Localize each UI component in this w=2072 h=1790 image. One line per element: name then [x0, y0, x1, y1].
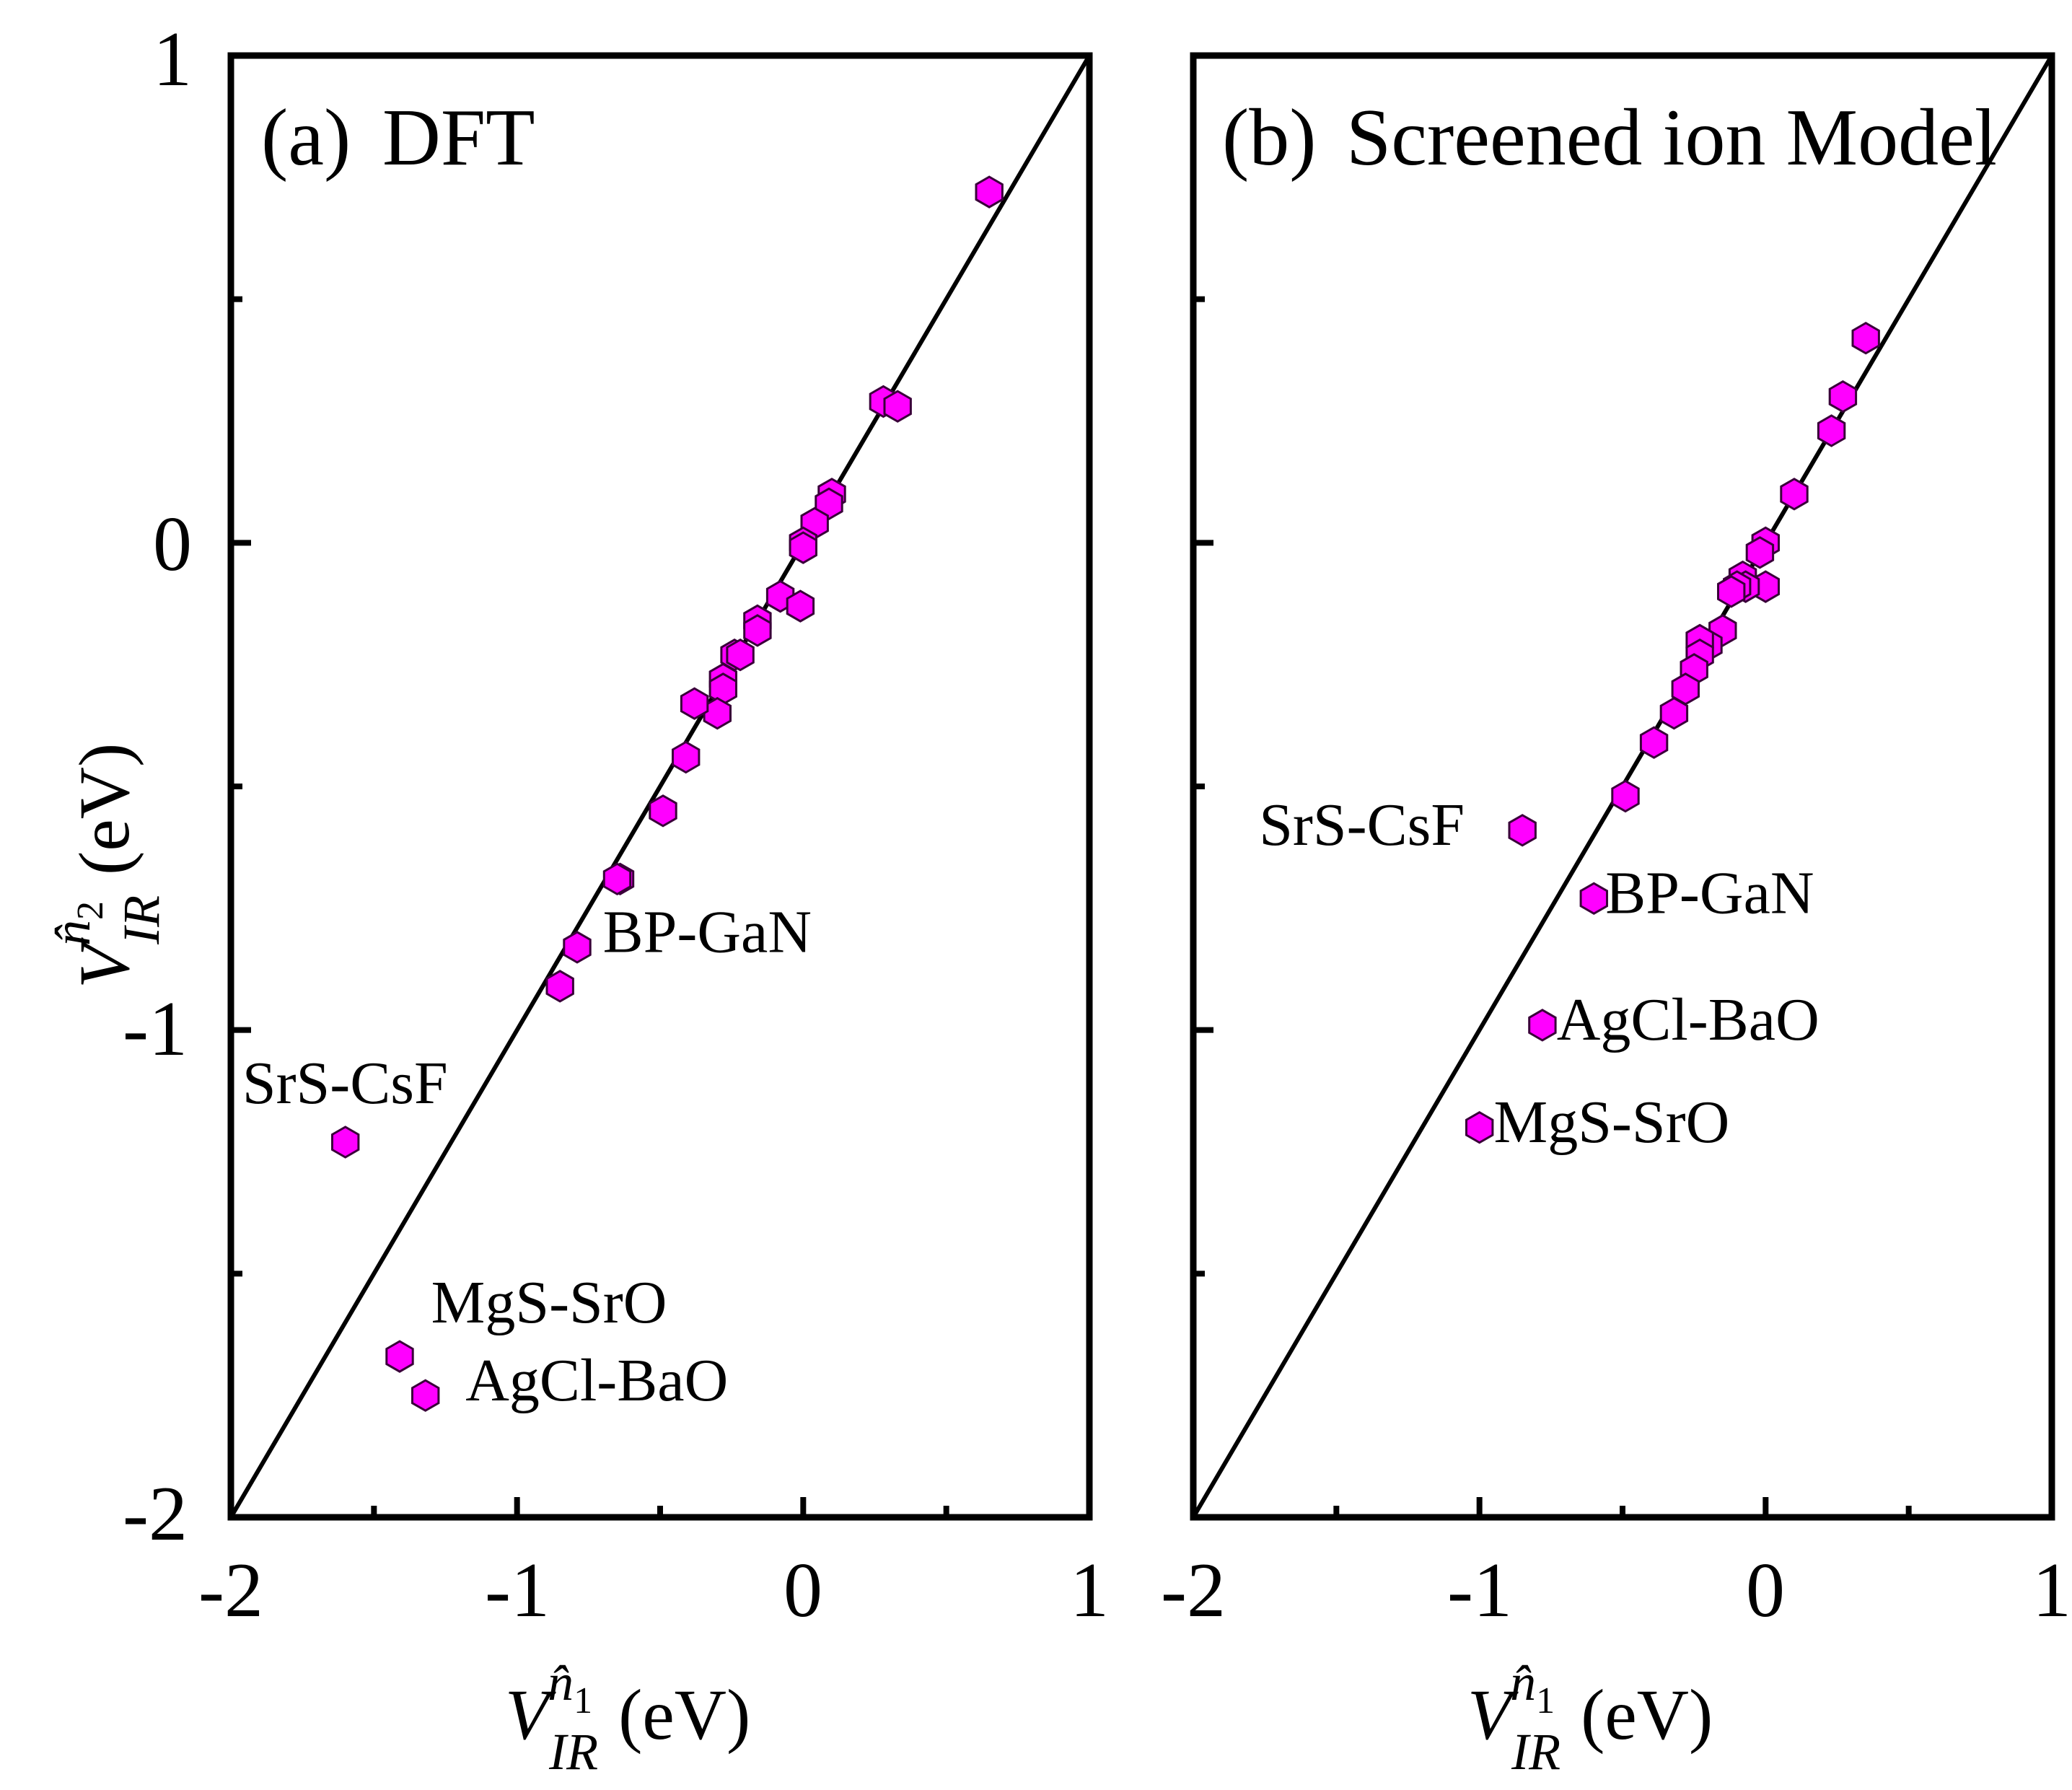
panel-a-annotation: AgCl-BaO: [465, 1347, 728, 1414]
panel-b-data-point: [1465, 1110, 1494, 1144]
panel-a-data-point: [883, 390, 912, 423]
panel-a-xlabel: VIRn̂1 (eV): [505, 1654, 750, 1781]
panel-b-xtick-minus2: -2: [1161, 1548, 1226, 1633]
panel-b-annotation: AgCl-BaO: [1557, 986, 1819, 1053]
panel-b-data-point: [1828, 380, 1858, 413]
panel-b-data-point: [1717, 575, 1746, 608]
panel-b-xtick-1: 1: [2032, 1548, 2071, 1633]
panel-b-data-point: [1817, 414, 1846, 447]
panel-a-data-point: [331, 1126, 360, 1159]
panel-a-data-point: [789, 531, 817, 564]
panel-b-data-point: [1851, 321, 1880, 355]
panel-b-label: (b): [1222, 93, 1317, 183]
panel-a-data-point: [975, 175, 1004, 209]
panel-a-diagonal-line: [229, 54, 1092, 1519]
panel-a-ylabel: VIRn̂2(eV): [43, 743, 170, 988]
panel-a-ytick-0: 0: [153, 501, 192, 587]
panel-b-marks: SrS-CsF BP-GaN AgCl-BaO MgS-SrO: [1191, 54, 2054, 1519]
panel-b-data-point: [1780, 478, 1809, 511]
panel-b: SrS-CsF BP-GaN AgCl-BaO MgS-SrO (b) Screene…: [1161, 52, 2071, 1781]
panel-b-xtick-0: 0: [1746, 1548, 1785, 1633]
panel-b-xtick-minus1: -1: [1447, 1548, 1512, 1633]
panel-a-xtick-1: 1: [1070, 1548, 1109, 1633]
panel-a-data-point: [649, 794, 677, 828]
panel-a-data-point: [385, 1340, 414, 1373]
panel-a-ytick-1: 1: [153, 17, 192, 102]
panel-a-data-point: [602, 862, 632, 896]
panel-b-annotation: SrS-CsF: [1259, 791, 1465, 859]
panel-b-annotation: MgS-SrO: [1494, 1089, 1730, 1156]
panel-a-title: DFT: [382, 93, 535, 183]
panel-b-title: Screened ion Model: [1346, 93, 1997, 183]
panel-a-xtick-minus1: -1: [485, 1548, 550, 1633]
panel-b-data-point: [1579, 882, 1608, 916]
panel-a: BP-GaN SrS-CsF MgS-SrO AgCl-BaO (a) DFT 1 0…: [43, 17, 1109, 1781]
panel-b-data-point: [1659, 696, 1689, 730]
panel-a-frame: [227, 52, 1093, 1521]
panel-a-data-point: [786, 589, 815, 623]
panel-b-xlabel: VIRn̂1 (eV): [1467, 1654, 1713, 1781]
panel-a-data-point: [680, 687, 709, 720]
panel-a-data-point: [726, 638, 755, 672]
panel-a-ytick-minus1: -1: [123, 986, 188, 1072]
panel-b-annotation: BP-GaN: [1605, 860, 1814, 927]
panel-b-data-point: [1611, 779, 1640, 813]
panel-a-data-point: [411, 1379, 440, 1412]
panel-a-xtick-minus2: -2: [198, 1548, 263, 1633]
panel-b-data-point: [1528, 1009, 1557, 1042]
panel-a-xtick-0: 0: [783, 1548, 822, 1633]
panel-a-data-point: [743, 614, 772, 647]
panel-a-annotation: BP-GaN: [603, 899, 812, 966]
panel-a-data-point: [672, 740, 701, 774]
panel-a-data-point: [563, 931, 592, 964]
panel-a-marks: BP-GaN SrS-CsF MgS-SrO AgCl-BaO: [229, 54, 1092, 1519]
panel-b-data-point: [1508, 814, 1537, 847]
panel-b-data-point: [1745, 536, 1775, 569]
panel-b-data-point: [1639, 726, 1669, 759]
panel-a-label: (a): [261, 93, 351, 183]
panel-a-data-point: [545, 970, 574, 1003]
panel-a-ytick-minus2: -2: [123, 1471, 188, 1557]
panel-b-frame: [1190, 52, 2055, 1521]
panel-a-annotation: SrS-CsF: [242, 1050, 448, 1117]
panel-a-annotation: MgS-SrO: [431, 1269, 667, 1336]
